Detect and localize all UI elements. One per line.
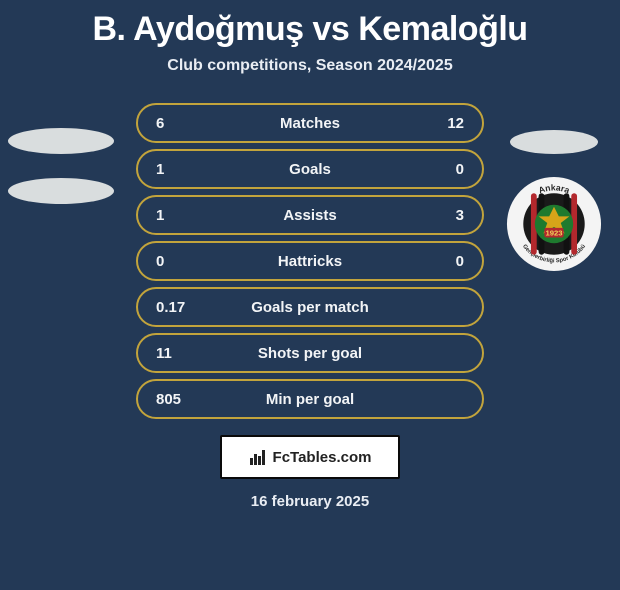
stat-right-value: 0	[426, 253, 464, 270]
stat-label: Goals per match	[194, 299, 426, 316]
stat-left-value: 805	[156, 391, 194, 408]
stat-row: 11Shots per goal	[136, 333, 484, 373]
stat-label: Goals	[194, 161, 426, 178]
stat-row: 1Assists3	[136, 195, 484, 235]
footer-date: 16 february 2025	[0, 493, 620, 510]
stat-right-value: 0	[426, 161, 464, 178]
brand-label: FcTables.com	[273, 449, 372, 466]
stat-right-value: 12	[426, 115, 464, 132]
stat-left-value: 1	[156, 161, 194, 178]
stat-row: 0.17Goals per match	[136, 287, 484, 327]
stat-left-value: 6	[156, 115, 194, 132]
page-title: B. Aydoğmuş vs Kemaloğlu	[0, 10, 620, 49]
stat-label: Hattricks	[194, 253, 426, 270]
stat-row: 0Hattricks0	[136, 241, 484, 281]
stat-label: Assists	[194, 207, 426, 224]
stat-row: 805Min per goal	[136, 379, 484, 419]
stat-right-value: 3	[426, 207, 464, 224]
stat-label: Min per goal	[194, 391, 426, 408]
stat-row: 6Matches12	[136, 103, 484, 143]
stat-row: 1Goals0	[136, 149, 484, 189]
stat-left-value: 0.17	[156, 299, 194, 316]
brand-card: FcTables.com	[220, 435, 400, 479]
stats-table: 6Matches121Goals01Assists30Hattricks00.1…	[0, 103, 620, 419]
stat-label: Matches	[194, 115, 426, 132]
stat-label: Shots per goal	[194, 345, 426, 362]
stat-left-value: 11	[156, 345, 194, 362]
stat-left-value: 1	[156, 207, 194, 224]
brand-bars-icon	[249, 448, 267, 466]
stat-left-value: 0	[156, 253, 194, 270]
page-subtitle: Club competitions, Season 2024/2025	[0, 57, 620, 75]
